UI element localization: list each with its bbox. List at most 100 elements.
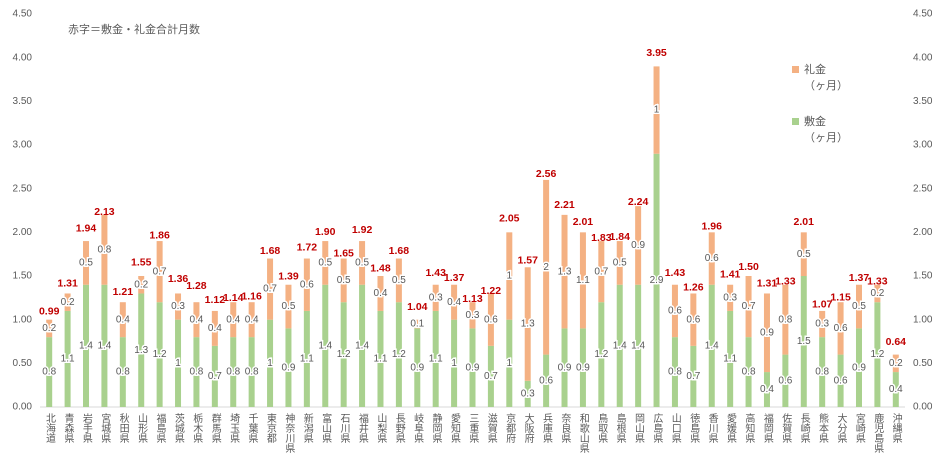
- total-label: 1.33: [775, 276, 796, 288]
- value-label: 1.4: [79, 341, 93, 352]
- y2-tick-label: 3.00: [913, 140, 933, 151]
- value-label: 0.5: [355, 258, 369, 269]
- bar-segment: [800, 276, 807, 407]
- value-label: 0.8: [116, 367, 130, 378]
- y-tick-label: 0.00: [13, 402, 33, 413]
- value-label: 0.2: [134, 279, 148, 290]
- value-label: 1: [507, 358, 513, 369]
- legend-label: 敷金 （ヶ月）: [804, 116, 848, 144]
- value-label: 1.3: [558, 266, 572, 277]
- value-label: 0.1: [410, 319, 424, 330]
- bar-segment: [855, 328, 862, 407]
- total-label: 2.13: [94, 206, 115, 218]
- bar-segment: [322, 241, 329, 285]
- bar-segment: [414, 319, 421, 329]
- x-tick-label: 高知県: [743, 412, 755, 444]
- y-tick-label: 2.00: [13, 227, 33, 238]
- value-label: 1.1: [61, 354, 75, 365]
- value-label: 0.8: [245, 367, 259, 378]
- value-label: 1.4: [705, 341, 719, 352]
- bar-segment: [837, 302, 844, 355]
- x-tick-label: 熊本県: [817, 412, 829, 444]
- bar-segment: [745, 276, 752, 338]
- value-label: 1.2: [870, 349, 884, 360]
- bar-segment: [395, 302, 402, 407]
- bar-segment: [211, 310, 218, 346]
- x-tick-label: 大分県: [835, 412, 847, 444]
- x-tick-label: 長崎県: [798, 413, 810, 444]
- legend-label: 礼金 （ヶ月）: [804, 64, 848, 92]
- bar-segment: [340, 258, 347, 303]
- value-label: 1: [507, 271, 513, 282]
- total-label: 1.72: [297, 242, 318, 254]
- bar-segment: [83, 284, 90, 407]
- bar-segment: [598, 241, 605, 303]
- x-tick-label: 福井県: [356, 412, 368, 444]
- total-label: 1.43: [425, 267, 446, 279]
- bar-segment: [506, 319, 513, 407]
- bar-segment: [892, 372, 899, 407]
- total-label: 1.68: [260, 245, 281, 257]
- value-label: 0.6: [686, 314, 700, 325]
- bar-segment: [138, 276, 145, 294]
- bar-segment: [340, 302, 347, 407]
- y-tick-label: 3.00: [13, 140, 33, 151]
- bar-segment: [598, 302, 605, 407]
- value-label: 0.7: [208, 371, 222, 382]
- bar-segment: [782, 354, 789, 407]
- total-label: 2.05: [499, 213, 520, 225]
- bar-segment: [267, 258, 274, 320]
- value-label: 0.6: [300, 279, 314, 290]
- y2-tick-label: 0.00: [913, 402, 933, 413]
- bar-segment: [579, 232, 586, 329]
- value-label: 0.8: [742, 367, 756, 378]
- bar-segment: [359, 284, 366, 407]
- bar-segment: [193, 302, 200, 338]
- bar-segment: [322, 284, 329, 407]
- bar-segment: [101, 284, 108, 407]
- total-label: 1.31: [57, 277, 78, 289]
- x-tick-label: 福島県: [154, 412, 166, 444]
- total-label: 2.56: [536, 168, 557, 180]
- y2-tick-label: 1.50: [913, 271, 933, 282]
- total-label: 1.90: [315, 226, 336, 238]
- value-label: 2: [543, 262, 549, 273]
- value-label: 0.3: [521, 389, 535, 400]
- annotation: 赤字＝敷金・礼金合計月数: [68, 22, 200, 36]
- total-label: 3.95: [646, 47, 667, 59]
- total-label: 1.16: [241, 290, 262, 302]
- total-label: 1.28: [186, 280, 207, 292]
- total-label: 1.86: [149, 229, 170, 241]
- x-tick-label: 島根県: [614, 412, 626, 444]
- value-label: 0.6: [539, 375, 553, 386]
- bar-segment: [800, 232, 807, 276]
- bar-segment: [359, 241, 366, 285]
- bar-segment: [487, 345, 494, 407]
- bar-segment: [819, 310, 826, 338]
- bar-segment: [543, 179, 550, 355]
- total-label: 1.37: [849, 272, 870, 284]
- bar-segment: [138, 293, 145, 407]
- x-tick-label: 福岡県: [761, 412, 773, 444]
- x-tick-label: 愛知県: [448, 412, 460, 444]
- value-label: 0.6: [834, 375, 848, 386]
- y2-tick-label: 4.00: [913, 52, 933, 63]
- value-label: 0.8: [778, 314, 792, 325]
- value-label: 1: [267, 358, 273, 369]
- value-label: 0.6: [484, 314, 498, 325]
- value-label: 1.2: [153, 349, 167, 360]
- bar-segment: [708, 284, 715, 407]
- x-tick-label: 山形県: [136, 413, 148, 444]
- value-label: 1.1: [723, 354, 737, 365]
- value-label: 0.5: [79, 258, 93, 269]
- total-label: 1.50: [738, 261, 759, 273]
- total-label: 1.92: [352, 224, 373, 236]
- y-tick-label: 0.50: [13, 358, 33, 369]
- x-tick-label: 静岡県: [430, 412, 442, 444]
- bar-segment: [837, 354, 844, 407]
- bar-segment: [708, 232, 715, 285]
- bar-segment: [451, 284, 458, 320]
- x-tick-label: 北海道: [44, 413, 56, 443]
- bar-segment: [377, 276, 384, 311]
- x-tick-label: 栃木県: [191, 412, 203, 444]
